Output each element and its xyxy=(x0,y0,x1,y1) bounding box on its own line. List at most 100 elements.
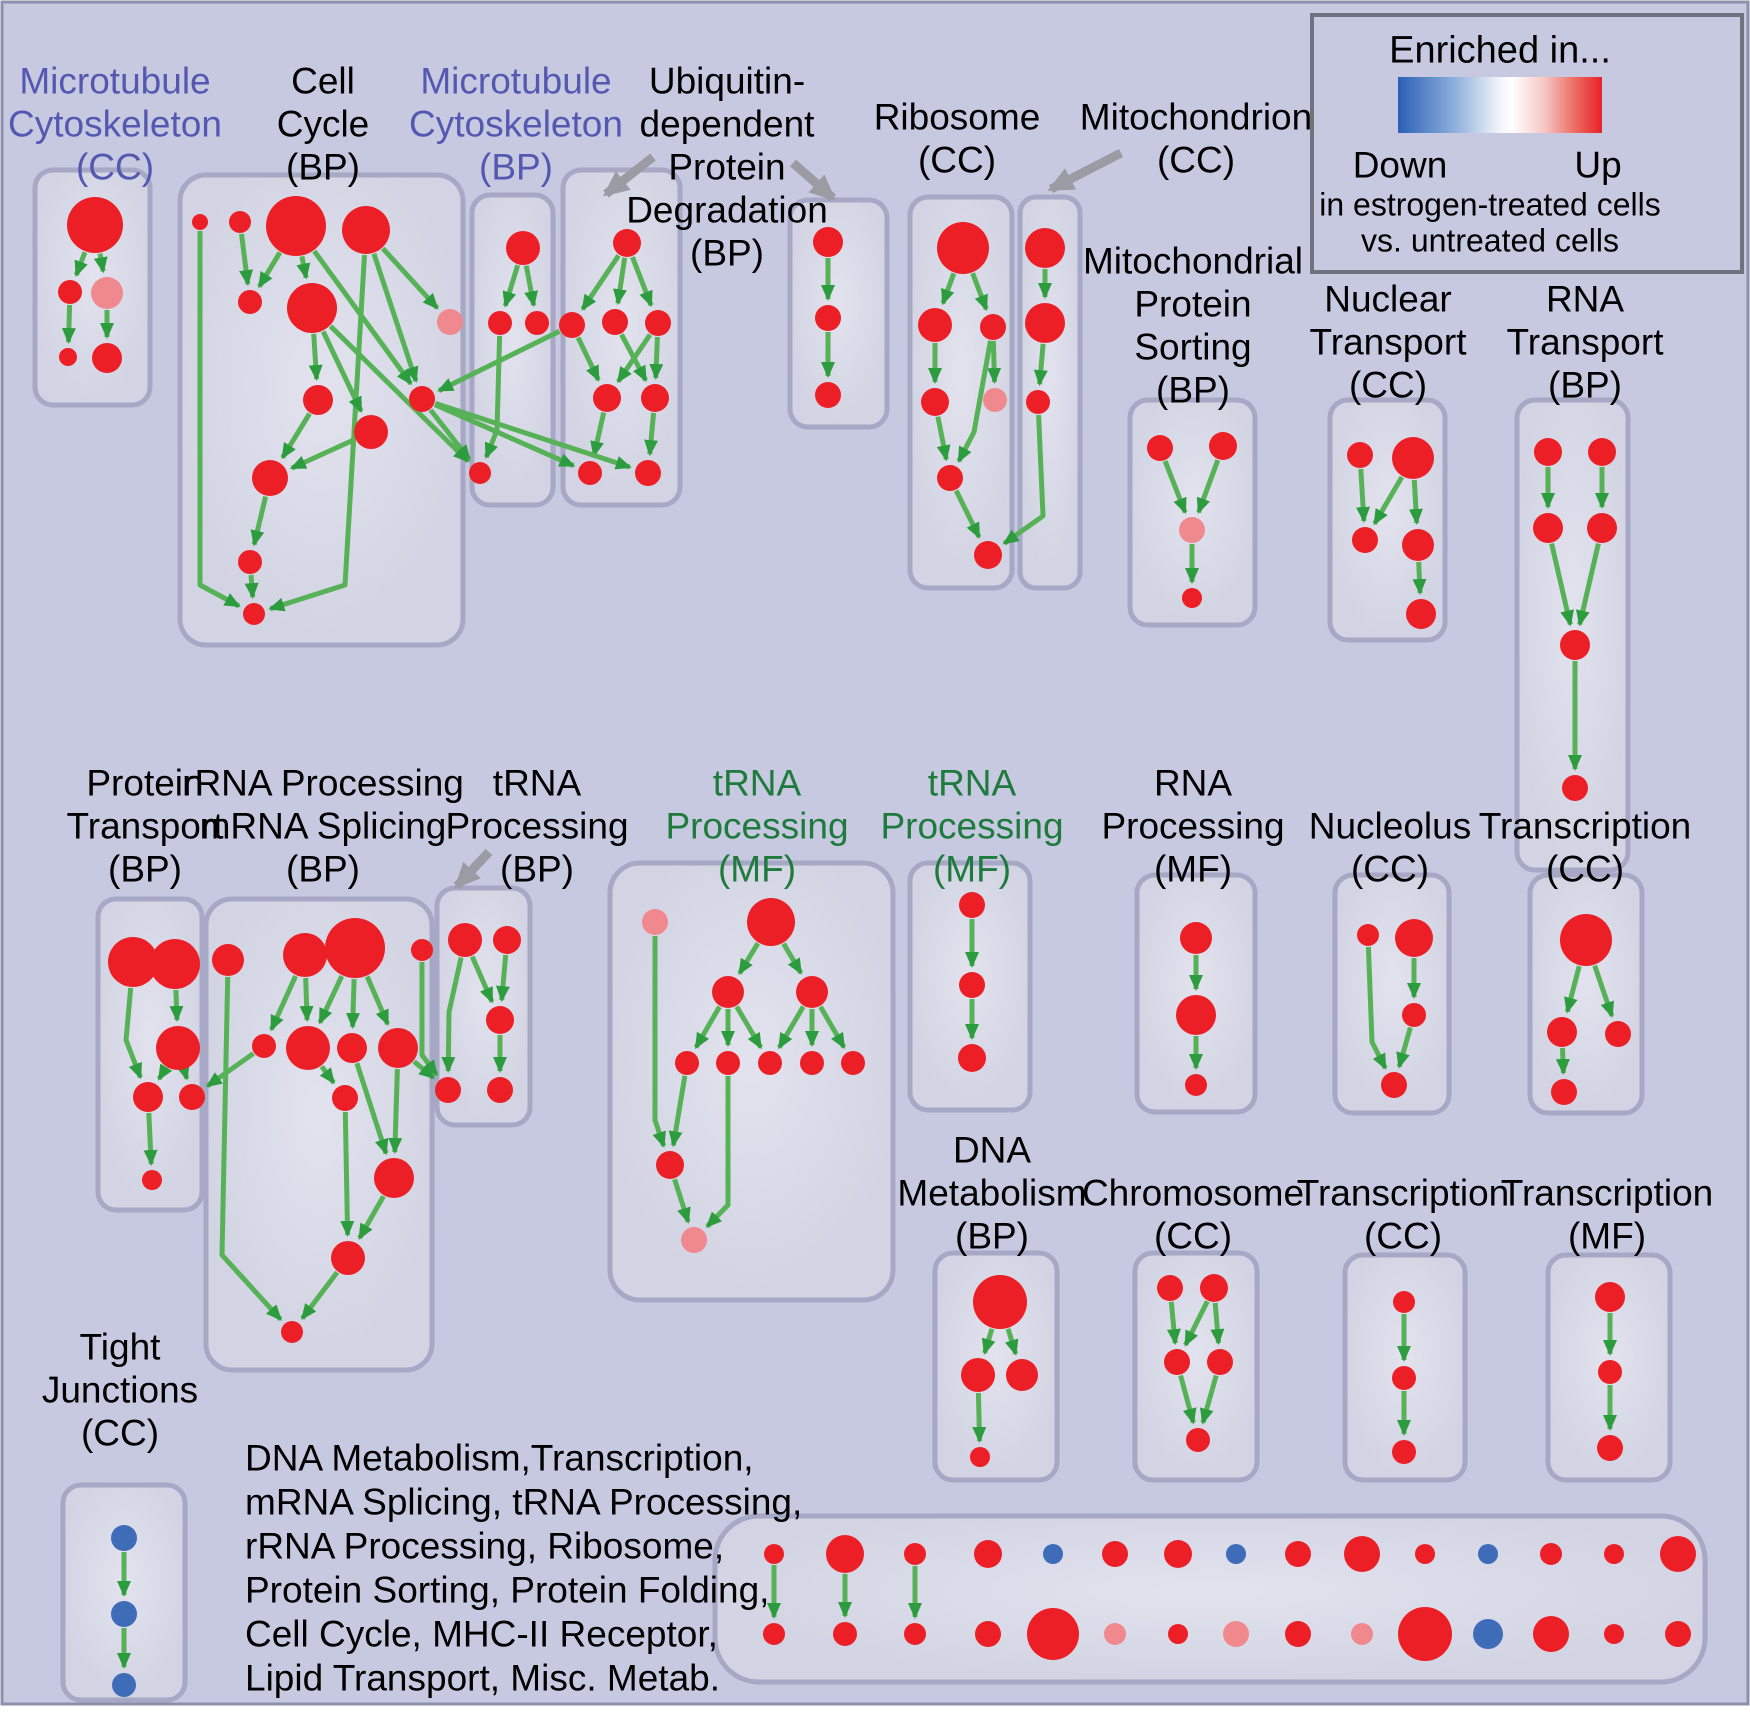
edge-g2-g5 xyxy=(269,974,298,1032)
gene-node-n2-red xyxy=(1392,437,1434,479)
gene-node-y3-red xyxy=(1185,1074,1207,1096)
gene-node-n3-red xyxy=(1352,527,1378,553)
group-label-transcription-cc-mid: Transcription (CC) xyxy=(1479,806,1691,890)
group-label-line: Mitochondrion xyxy=(1080,97,1312,138)
group-label-line: Protein xyxy=(86,763,203,804)
gene-node-k4-red xyxy=(1551,1079,1577,1105)
gene-node-bt9-red xyxy=(1285,1541,1311,1567)
edge-g3-g6 xyxy=(317,975,345,1025)
gene-node-h5-red xyxy=(1186,1428,1210,1452)
gene-node-c2-red xyxy=(229,211,251,233)
gene-node-w9-red xyxy=(656,1151,684,1179)
edge-n1-n3 xyxy=(1356,468,1371,523)
gene-node-w2-red xyxy=(712,976,744,1008)
gene-node-z2-red xyxy=(1395,919,1433,957)
gene-node-u0-red xyxy=(613,229,641,257)
group-label-line: Mitochondrial xyxy=(1083,241,1303,282)
edge-h3-h5 xyxy=(1178,1374,1197,1425)
gene-node-k1-red xyxy=(1560,914,1612,966)
legend-title: Enriched in... xyxy=(1389,29,1611,71)
group-label-trna-bp: tRNA Processing (BP) xyxy=(445,763,628,890)
edge-q3-q5 xyxy=(1549,543,1574,627)
group-label-line: Protein xyxy=(1134,284,1251,325)
edge-d2-d4 xyxy=(972,1392,987,1443)
pointer-arrow-to-ubiquitin-b xyxy=(790,159,837,202)
edge-u0-ua3 xyxy=(630,256,654,308)
group-label-line: Nuclear xyxy=(1324,279,1452,320)
gene-node-um2-red xyxy=(641,384,669,412)
edge-c4-cp xyxy=(381,246,440,310)
gene-node-bt11-red xyxy=(1415,1544,1435,1564)
gene-node-q1-red xyxy=(1534,438,1562,466)
gene-node-cp-pink xyxy=(437,309,463,335)
group-label-line: (CC) xyxy=(81,1413,159,1454)
edge-g8-g10 xyxy=(388,1068,403,1154)
group-label-line: Processing xyxy=(665,806,848,847)
gene-node-g1-red xyxy=(212,944,244,976)
gene-node-m2-red xyxy=(488,311,512,335)
edge-s2-s3 xyxy=(1196,459,1221,515)
group-label-line: (BP) xyxy=(690,233,764,274)
gene-node-c3-red xyxy=(266,196,326,256)
gene-node-bb10-pink xyxy=(1351,1623,1373,1645)
edge-p4-p6 xyxy=(143,1112,158,1166)
edge-g10-g11 xyxy=(357,1194,386,1240)
gene-node-g11-red xyxy=(331,1241,365,1275)
group-label-protein-transport: Protein Transport (BP) xyxy=(67,763,225,890)
edge-g11-g12 xyxy=(300,1270,340,1320)
gene-node-ua1-red xyxy=(559,312,585,338)
group-label-line: dependent xyxy=(640,104,816,145)
gene-node-g9-red xyxy=(332,1085,358,1111)
group-label-mito-sorting: Mitochondrial Protein Sorting (BP) xyxy=(1083,241,1303,411)
legend-note-line2: vs. untreated cells xyxy=(1361,223,1619,259)
group-label-line: (BP) xyxy=(1156,370,1230,411)
edge-r1-r3 xyxy=(970,272,989,312)
edge-c2-c5 xyxy=(239,233,254,287)
group-label-line: Sorting xyxy=(1134,327,1251,368)
edge-m1-m2 xyxy=(502,264,521,308)
gene-node-p3-red xyxy=(156,1026,200,1070)
gene-node-hub-red xyxy=(409,386,435,412)
edge-c3-c6 xyxy=(296,255,311,280)
labels-layer: Microtubule Cytoskeleton (CC)Cell Cycle (BP)… xyxy=(8,61,1713,1699)
gene-node-q4-red xyxy=(1587,513,1617,543)
edge-n2-n3 xyxy=(1372,475,1405,526)
gene-node-r7-red xyxy=(974,541,1002,569)
edges-layer xyxy=(61,231,1617,1669)
gene-node-q2-red xyxy=(1588,438,1616,466)
gene-node-m4-red xyxy=(469,462,491,484)
gene-node-bt15-red xyxy=(1660,1536,1696,1572)
gene-node-bb15-red xyxy=(1665,1621,1691,1647)
gene-node-z3-red xyxy=(1402,1003,1426,1027)
gene-node-q6-red xyxy=(1562,775,1588,801)
gene-node-d4-red xyxy=(970,1447,990,1467)
edge-t2-t3 xyxy=(1033,343,1048,387)
group-label-line: (CC) xyxy=(1154,1216,1232,1257)
group-label-line: Transport xyxy=(1507,322,1665,363)
legend-down-label: Down xyxy=(1353,145,1448,186)
edge-r1-r2 xyxy=(940,272,957,306)
group-label-line: Transport xyxy=(1310,322,1468,363)
gene-node-k2-red xyxy=(1547,1017,1577,1047)
gene-node-bt4-red xyxy=(974,1540,1002,1568)
edge-r4-r6 xyxy=(935,416,951,462)
gene-node-r1-red xyxy=(937,222,989,274)
group-label-line: (CC) xyxy=(1157,140,1235,181)
edge-h4-h5 xyxy=(1199,1374,1219,1425)
group-label-rna-transport: RNA Transport (BP) xyxy=(1507,279,1665,406)
gene-node-c1-red xyxy=(192,214,208,230)
edge-p3-p5 xyxy=(176,1063,190,1081)
group-label-line: Cycle xyxy=(277,104,370,145)
gene-node-s2-red xyxy=(1209,432,1237,460)
group-label-line: (MF) xyxy=(933,849,1011,890)
group-label-mitochondrion: Mitochondrion (CC) xyxy=(1080,97,1312,181)
group-label-line: Cytoskeleton xyxy=(8,104,222,145)
group-label-line: Cell xyxy=(291,61,355,102)
gene-node-s1-red xyxy=(1147,435,1173,461)
gene-node-f2-red xyxy=(1598,1360,1622,1384)
pointer-arrow-to-ubiquitin-a xyxy=(602,153,656,198)
misc-categories-line: Protein Sorting, Protein Folding, xyxy=(245,1570,769,1611)
group-label-rrna-mrna: rRNA Processing mRNA Splicing (BP) xyxy=(182,763,464,890)
gene-node-z4-red xyxy=(1381,1072,1407,1098)
